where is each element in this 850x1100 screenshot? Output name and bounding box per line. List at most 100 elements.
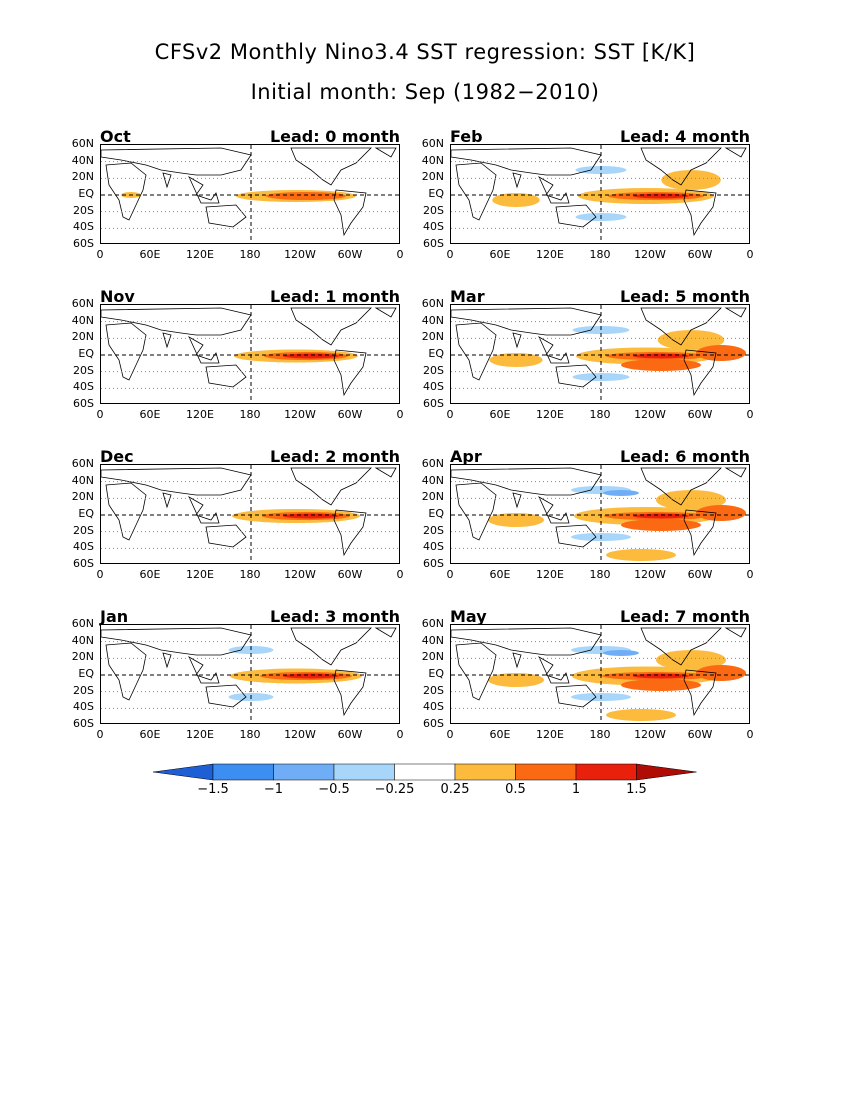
lat-tick-label: 20S: [73, 363, 94, 377]
warm-anomaly-region: [657, 330, 725, 350]
lat-tick-label: 40N: [421, 313, 444, 327]
map-area: [100, 304, 400, 404]
chart-subtitle: Initial month: Sep (1982−2010): [250, 80, 600, 104]
lon-tick-label: 180: [589, 568, 611, 581]
panel-lead-label: Lead: 0 month: [269, 127, 400, 146]
colorbar-segment: [273, 763, 335, 781]
lon-tick-label: 0: [446, 408, 454, 421]
panel-month-label: Apr: [450, 447, 482, 466]
colorbar-segment: [333, 763, 395, 781]
coastline: [683, 189, 717, 237]
lat-tick-label: 60S: [73, 717, 94, 730]
warm-anomaly-region: [492, 193, 540, 207]
map-panel: Dec Lead: 2 month 60N 40N 20N EQ 20S 40S 60S 0 60E…: [50, 447, 404, 592]
colorbar-max-arrow: [636, 763, 697, 781]
coastline: [683, 509, 717, 557]
panel-lead-label: Lead: 2 month: [269, 447, 400, 466]
lat-tick-label: 60S: [423, 237, 444, 250]
warm-anomaly-region: [621, 519, 701, 531]
warm-anomaly-region: [661, 170, 721, 190]
coastline: [512, 652, 522, 669]
lat-tick-label: 60N: [421, 617, 444, 630]
lat-tick-label: 60S: [423, 717, 444, 730]
lon-tick-label: 60W: [687, 408, 713, 421]
map-panel: Feb Lead: 4 month 60N 40N 20N EQ 20S 40S 60S 0 60E…: [400, 127, 754, 272]
panel-lead-label: Lead: 6 month: [619, 447, 750, 466]
lat-tick-label: 40S: [423, 220, 444, 234]
coastline: [640, 147, 722, 186]
coastline: [374, 307, 397, 318]
map-area: [100, 464, 400, 564]
lat-tick-label: 40S: [423, 380, 444, 394]
lat-tick-label: 60N: [421, 137, 444, 150]
lon-tick-label: 60W: [337, 408, 363, 421]
lon-tick-label: 120E: [186, 568, 214, 581]
lon-tick-label: 180: [239, 568, 261, 581]
lat-tick-label: EQ: [78, 507, 94, 520]
coastline: [512, 172, 522, 189]
warm-anomaly-region: [488, 673, 544, 687]
coastline: [538, 336, 570, 364]
lat-tick-label: 20S: [73, 523, 94, 537]
coastline: [555, 204, 597, 228]
lon-tick-label: 60E: [139, 568, 161, 581]
lon-tick-label: 0: [746, 728, 754, 741]
lon-tick-label: 60W: [687, 248, 713, 261]
coastline: [162, 652, 172, 669]
lon-tick-label: 120W: [284, 728, 316, 741]
coastline: [555, 364, 597, 388]
cool-anomaly-region: [603, 650, 639, 656]
panel-month-label: Feb: [450, 127, 483, 146]
coastline: [455, 642, 497, 701]
colorbar-tick-label: −0.5: [318, 782, 350, 797]
coastline: [290, 307, 372, 346]
coastline: [162, 492, 172, 509]
lat-tick-label: 20S: [423, 523, 444, 537]
coastline: [374, 147, 397, 158]
lon-tick-label: 0: [396, 728, 404, 741]
coastline: [555, 684, 597, 708]
warm-anomaly-region: [266, 192, 346, 200]
lon-tick-label: 0: [746, 248, 754, 261]
coastline: [205, 524, 247, 548]
warm-anomaly-region: [489, 353, 543, 367]
coastline: [683, 349, 717, 397]
lat-tick-label: 40S: [423, 700, 444, 714]
lon-tick-label: 0: [96, 248, 104, 261]
coastline: [101, 147, 252, 176]
sst-map: [451, 145, 749, 243]
coastline: [555, 524, 597, 548]
lat-tick-label: 40N: [71, 313, 94, 327]
lon-tick-label: 180: [589, 728, 611, 741]
lat-tick-label: 60N: [421, 297, 444, 310]
coastline: [512, 332, 522, 349]
colorbar-graphic: [152, 763, 697, 781]
lon-tick-label: 0: [446, 248, 454, 261]
lat-tick-label: EQ: [78, 347, 94, 360]
lat-tick-label: 40N: [421, 153, 444, 167]
lat-tick-label: EQ: [428, 347, 444, 360]
coastline: [455, 322, 497, 381]
warm-anomaly-region: [606, 709, 676, 721]
lat-tick-label: EQ: [428, 507, 444, 520]
map-panel: May Lead: 7 month 60N 40N 20N EQ 20S 40S 60S 0 60E…: [400, 607, 754, 752]
lat-tick-label: EQ: [428, 187, 444, 200]
sst-map: [451, 305, 749, 403]
coastline: [162, 332, 172, 349]
colorbar-segment: [212, 763, 274, 781]
panel-lead-label: Lead: 1 month: [269, 287, 400, 306]
lat-tick-label: 60N: [421, 457, 444, 470]
lat-tick-label: 20N: [421, 490, 444, 504]
lon-tick-label: 60E: [489, 248, 511, 261]
coastline: [188, 496, 220, 524]
lat-tick-label: EQ: [78, 667, 94, 680]
coastline: [724, 307, 747, 318]
panel-month-label: Dec: [100, 447, 134, 466]
lat-tick-label: 20N: [71, 650, 94, 664]
map-panel: Nov Lead: 1 month 60N 40N 20N EQ 20S 40S 60S 0 60E…: [50, 287, 404, 432]
lon-tick-label: 0: [746, 568, 754, 581]
sst-map: [101, 625, 399, 723]
lat-tick-label: 20N: [421, 170, 444, 184]
colorbar-segment: [575, 763, 637, 781]
map-area: [450, 464, 750, 564]
